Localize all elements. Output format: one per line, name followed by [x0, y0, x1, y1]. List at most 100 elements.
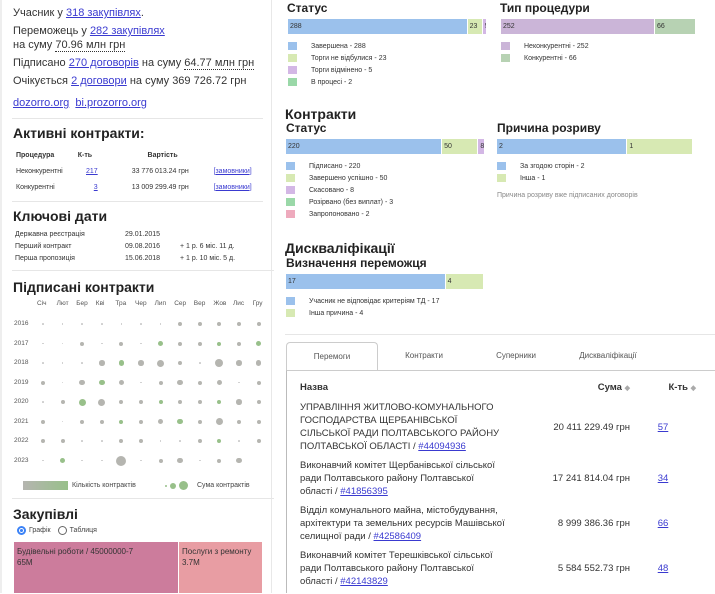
month-dot[interactable] [78, 398, 86, 406]
radio-table[interactable] [57, 526, 67, 535]
month-dot[interactable] [256, 419, 261, 424]
month-dot[interactable] [238, 440, 240, 442]
month-dot[interactable] [217, 341, 222, 346]
month-dot[interactable] [255, 360, 262, 366]
month-dot[interactable] [255, 340, 262, 347]
month-dot[interactable] [101, 323, 103, 325]
month-dot[interactable] [177, 418, 183, 425]
month-dot[interactable] [217, 322, 222, 326]
month-dot[interactable] [197, 400, 202, 404]
month-dot[interactable] [197, 419, 202, 424]
month-dot[interactable] [217, 439, 222, 443]
month-dot[interactable] [60, 439, 65, 443]
month-dot[interactable] [99, 360, 105, 366]
month-dot[interactable] [178, 341, 183, 346]
month-dot[interactable] [178, 322, 183, 326]
month-dot[interactable] [61, 362, 64, 364]
month-dot[interactable] [99, 419, 104, 424]
month-dot[interactable] [118, 360, 125, 366]
month-dot[interactable] [217, 458, 222, 463]
month-dot[interactable] [215, 418, 223, 425]
month-dot[interactable] [215, 359, 224, 367]
month-dot[interactable] [119, 400, 124, 404]
tab-wins[interactable]: Перемоги [286, 342, 378, 370]
month-dot[interactable] [116, 455, 127, 466]
month-dot[interactable] [42, 342, 44, 345]
month-dot[interactable] [177, 457, 183, 464]
month-dot[interactable] [197, 341, 202, 346]
customer-id-link[interactable]: #44094936 [418, 441, 466, 452]
month-dot[interactable] [61, 342, 64, 345]
month-dot[interactable] [98, 398, 106, 406]
month-dot[interactable] [42, 323, 44, 325]
month-dot[interactable] [140, 381, 142, 384]
month-dot[interactable] [256, 400, 261, 404]
month-dot[interactable] [237, 341, 241, 346]
count-link[interactable]: 34 [657, 473, 669, 484]
month-dot[interactable] [158, 380, 163, 385]
customer-id-link[interactable]: #42143829 [340, 576, 388, 587]
participant-link[interactable]: 318 закупівлях [65, 7, 141, 19]
month-dot[interactable] [237, 322, 241, 326]
sort-count[interactable]: К-ть ◆ [668, 382, 697, 393]
month-dot[interactable] [157, 340, 164, 347]
month-dot[interactable] [177, 379, 183, 386]
radio-graph[interactable] [17, 526, 26, 535]
month-dot[interactable] [118, 379, 125, 386]
month-dot[interactable] [41, 419, 45, 424]
month-dot[interactable] [199, 362, 201, 364]
month-dot[interactable] [178, 361, 183, 365]
month-dot[interactable] [179, 440, 181, 442]
month-dot[interactable] [61, 323, 64, 325]
month-dot[interactable] [101, 342, 103, 345]
month-dot[interactable] [197, 439, 202, 443]
month-dot[interactable] [157, 418, 164, 425]
month-dot[interactable] [159, 440, 162, 442]
month-dot[interactable] [256, 439, 261, 443]
customers-link[interactable]: [замовники] [213, 183, 252, 191]
signed-link[interactable]: 270 договорів [68, 57, 139, 69]
month-dot[interactable] [81, 323, 83, 325]
tab-contracts[interactable]: Контракти [405, 351, 443, 360]
month-dot[interactable] [59, 457, 66, 464]
expected-link[interactable]: 2 договори [71, 75, 127, 87]
tab-competitors[interactable]: Суперники [496, 351, 536, 360]
month-dot[interactable] [199, 459, 201, 462]
month-dot[interactable] [256, 322, 261, 326]
month-dot[interactable] [217, 400, 222, 404]
month-dot[interactable] [139, 439, 143, 443]
month-dot[interactable] [81, 459, 83, 462]
tab-disqualifications[interactable]: Дискваліфікації [579, 351, 637, 360]
month-dot[interactable] [236, 399, 242, 405]
month-dot[interactable] [99, 379, 105, 386]
month-dot[interactable] [140, 459, 142, 462]
month-dot[interactable] [81, 440, 83, 442]
month-dot[interactable] [237, 419, 241, 424]
month-dot[interactable] [139, 400, 143, 404]
month-dot[interactable] [61, 381, 64, 384]
month-dot[interactable] [256, 380, 261, 385]
count-link[interactable]: 66 [657, 518, 669, 529]
month-dot[interactable] [140, 323, 142, 325]
month-dot[interactable] [159, 323, 162, 325]
month-dot[interactable] [80, 419, 85, 424]
month-dot[interactable] [140, 342, 142, 345]
month-dot[interactable] [178, 400, 183, 404]
month-dot[interactable] [139, 419, 143, 424]
month-dot[interactable] [42, 401, 44, 403]
count-link[interactable]: 48 [657, 563, 669, 574]
month-dot[interactable] [101, 459, 103, 462]
winner-link[interactable]: 282 закупівлях [89, 25, 165, 37]
month-dot[interactable] [120, 323, 123, 325]
customer-id-link[interactable]: #41856395 [340, 486, 388, 497]
customers-link[interactable]: [замовники] [213, 167, 252, 175]
month-dot[interactable] [138, 360, 144, 366]
month-dot[interactable] [158, 458, 163, 463]
month-dot[interactable] [101, 440, 103, 442]
month-dot[interactable] [41, 439, 45, 443]
month-dot[interactable] [119, 419, 124, 424]
month-dot[interactable] [79, 379, 85, 386]
month-dot[interactable] [42, 362, 44, 364]
month-dot[interactable] [119, 439, 124, 443]
month-dot[interactable] [236, 457, 242, 464]
